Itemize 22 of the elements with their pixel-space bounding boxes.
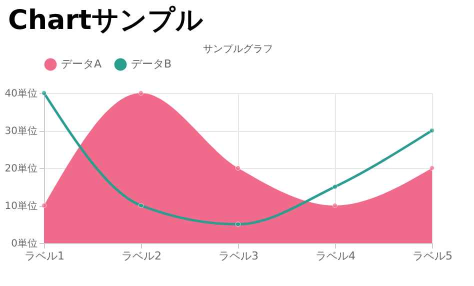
y-tick-label: 10単位 <box>4 200 38 212</box>
point <box>138 202 144 208</box>
y-tick-label: 40単位 <box>4 88 38 100</box>
y-tick-label: 30単位 <box>4 125 38 137</box>
x-tick-label: ラベル4 <box>316 250 356 262</box>
x-tick-label: ラベル1 <box>24 250 64 262</box>
chart-title: Chartサンプル <box>8 4 204 38</box>
point <box>235 222 241 227</box>
point <box>138 90 144 96</box>
point <box>429 128 435 134</box>
point <box>235 165 241 171</box>
point <box>429 165 435 171</box>
point <box>332 202 338 208</box>
y-tick-label: 0単位 <box>11 238 38 250</box>
x-tick-label: ラベル5 <box>412 250 452 262</box>
y-tick-label: 20単位 <box>4 162 38 174</box>
x-tick-label: ラベル2 <box>122 250 162 262</box>
legend-label: データA <box>61 58 102 71</box>
x-tick-label: ラベル3 <box>218 250 258 262</box>
legend-label: データB <box>131 58 172 71</box>
point <box>41 202 47 208</box>
point <box>332 184 338 190</box>
